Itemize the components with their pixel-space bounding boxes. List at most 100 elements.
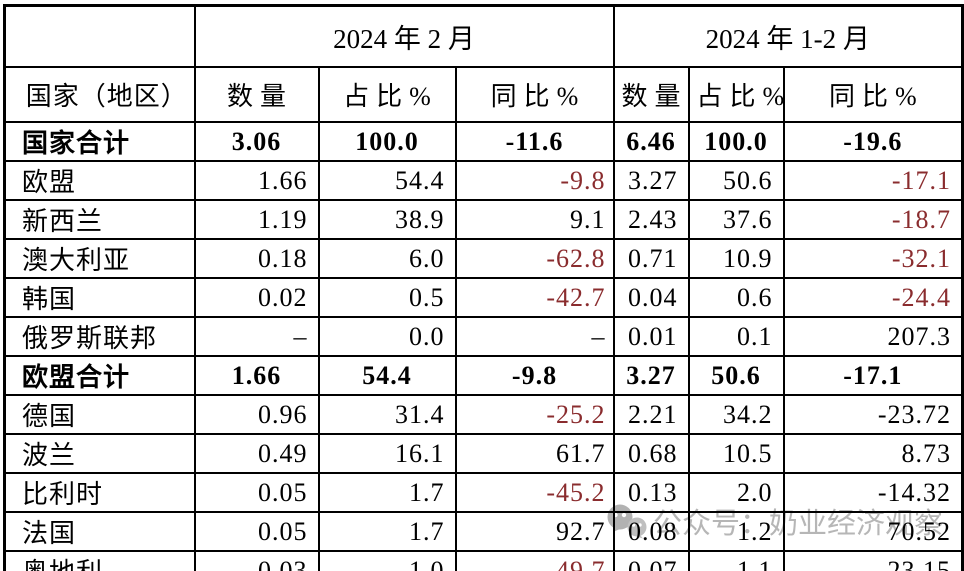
ytd-qty-cell: 0.08 (612, 511, 690, 552)
period-header-feb: 2024 年 2 月 (193, 4, 615, 68)
country-cell: 澳大利亚 (3, 238, 196, 279)
ytd-yoy-cell: 70.52 (782, 511, 964, 552)
table-row: 奥地利 0.03 1.0 -49.7 0.07 1.1 -23.15 (3, 550, 964, 571)
feb-qty-cell: 0.18 (193, 238, 320, 279)
feb-share-cell: 100.0 (317, 121, 457, 162)
ytd-yoy-header: 同比% (782, 66, 964, 123)
period-header-ytd: 2024 年 1-2 月 (612, 4, 964, 68)
country-cell: 国家合计 (3, 121, 196, 162)
ytd-share-cell: 2.0 (687, 472, 785, 513)
table-row-total: 国家合计 3.06 100.0 -11.6 6.46 100.0 -19.6 (3, 121, 964, 162)
feb-yoy-cell: -42.7 (454, 277, 615, 318)
feb-qty-cell: 0.96 (193, 394, 320, 435)
feb-yoy-cell: – (454, 316, 615, 357)
ytd-share-cell: 100.0 (687, 121, 785, 162)
feb-qty-cell: 1.66 (193, 160, 320, 201)
feb-yoy-cell: -9.8 (454, 355, 615, 396)
feb-share-header: 占比% (317, 66, 457, 123)
table-row: 波兰 0.49 16.1 61.7 0.68 10.5 8.73 (3, 433, 964, 474)
ytd-yoy-cell: -14.32 (782, 472, 964, 513)
feb-share-cell: 1.7 (317, 511, 457, 552)
ytd-qty-cell: 0.01 (612, 316, 690, 357)
feb-share-cell: 1.0 (317, 550, 457, 571)
ytd-qty-cell: 0.07 (612, 550, 690, 571)
ytd-yoy-cell: 207.3 (782, 316, 964, 357)
ytd-qty-header: 数量 (612, 66, 690, 123)
ytd-qty-cell: 0.71 (612, 238, 690, 279)
feb-yoy-cell: -45.2 (454, 472, 615, 513)
country-cell: 奥地利 (3, 550, 196, 571)
feb-yoy-cell: 92.7 (454, 511, 615, 552)
ytd-qty-cell: 0.04 (612, 277, 690, 318)
country-cell: 德国 (3, 394, 196, 435)
feb-yoy-cell: -9.8 (454, 160, 615, 201)
column-header-row: 国家（地区） 数量 占比% 同比% 数量 占比% 同比% (3, 66, 964, 123)
ytd-yoy-cell: -23.72 (782, 394, 964, 435)
feb-yoy-header: 同比% (454, 66, 615, 123)
feb-share-cell: 16.1 (317, 433, 457, 474)
ytd-share-cell: 1.1 (687, 550, 785, 571)
ytd-yoy-cell: -24.4 (782, 277, 964, 318)
feb-qty-cell: 0.02 (193, 277, 320, 318)
feb-qty-cell: – (193, 316, 320, 357)
country-cell: 韩国 (3, 277, 196, 318)
import-data-table: 2024 年 2 月 2024 年 1-2 月 国家（地区） 数量 占比% 同比… (3, 4, 964, 571)
period-header-row: 2024 年 2 月 2024 年 1-2 月 (3, 4, 964, 68)
ytd-yoy-cell: -17.1 (782, 160, 964, 201)
ytd-share-cell: 50.6 (687, 160, 785, 201)
ytd-yoy-cell: -17.1 (782, 355, 964, 396)
feb-share-cell: 0.0 (317, 316, 457, 357)
ytd-yoy-cell: -18.7 (782, 199, 964, 240)
ytd-qty-cell: 0.13 (612, 472, 690, 513)
ytd-yoy-cell: -32.1 (782, 238, 964, 279)
table-row: 俄罗斯联邦 – 0.0 – 0.01 0.1 207.3 (3, 316, 964, 357)
ytd-share-cell: 34.2 (687, 394, 785, 435)
feb-qty-cell: 0.05 (193, 511, 320, 552)
ytd-qty-cell: 2.21 (612, 394, 690, 435)
feb-share-cell: 6.0 (317, 238, 457, 279)
table-row: 新西兰 1.19 38.9 9.1 2.43 37.6 -18.7 (3, 199, 964, 240)
country-cell: 欧盟合计 (3, 355, 196, 396)
ytd-share-cell: 1.2 (687, 511, 785, 552)
country-region-header: 国家（地区） (3, 66, 196, 123)
feb-yoy-cell: -11.6 (454, 121, 615, 162)
corner-cell (3, 4, 196, 68)
ytd-qty-cell: 2.43 (612, 199, 690, 240)
feb-yoy-cell: -62.8 (454, 238, 615, 279)
ytd-yoy-cell: -23.15 (782, 550, 964, 571)
table-row: 德国 0.96 31.4 -25.2 2.21 34.2 -23.72 (3, 394, 964, 435)
ytd-qty-cell: 6.46 (612, 121, 690, 162)
table-row: 澳大利亚 0.18 6.0 -62.8 0.71 10.9 -32.1 (3, 238, 964, 279)
ytd-yoy-cell: 8.73 (782, 433, 964, 474)
ytd-qty-cell: 3.27 (612, 160, 690, 201)
feb-qty-cell: 3.06 (193, 121, 320, 162)
feb-share-cell: 31.4 (317, 394, 457, 435)
feb-share-cell: 1.7 (317, 472, 457, 513)
feb-share-cell: 54.4 (317, 160, 457, 201)
feb-yoy-cell: 9.1 (454, 199, 615, 240)
country-cell: 欧盟 (3, 160, 196, 201)
table-row: 比利时 0.05 1.7 -45.2 0.13 2.0 -14.32 (3, 472, 964, 513)
ytd-share-cell: 50.6 (687, 355, 785, 396)
ytd-yoy-cell: -19.6 (782, 121, 964, 162)
ytd-share-cell: 10.9 (687, 238, 785, 279)
feb-yoy-cell: -49.7 (454, 550, 615, 571)
country-cell: 新西兰 (3, 199, 196, 240)
feb-share-cell: 0.5 (317, 277, 457, 318)
ytd-share-cell: 0.1 (687, 316, 785, 357)
feb-qty-cell: 0.03 (193, 550, 320, 571)
ytd-qty-cell: 3.27 (612, 355, 690, 396)
ytd-qty-cell: 0.68 (612, 433, 690, 474)
ytd-share-cell: 37.6 (687, 199, 785, 240)
feb-share-cell: 54.4 (317, 355, 457, 396)
country-cell: 比利时 (3, 472, 196, 513)
table-row: 欧盟 1.66 54.4 -9.8 3.27 50.6 -17.1 (3, 160, 964, 201)
ytd-share-cell: 0.6 (687, 277, 785, 318)
table-row: 韩国 0.02 0.5 -42.7 0.04 0.6 -24.4 (3, 277, 964, 318)
ytd-share-header: 占比% (687, 66, 785, 123)
country-cell: 法国 (3, 511, 196, 552)
feb-qty-cell: 0.49 (193, 433, 320, 474)
feb-qty-cell: 1.66 (193, 355, 320, 396)
feb-qty-cell: 1.19 (193, 199, 320, 240)
country-cell: 波兰 (3, 433, 196, 474)
